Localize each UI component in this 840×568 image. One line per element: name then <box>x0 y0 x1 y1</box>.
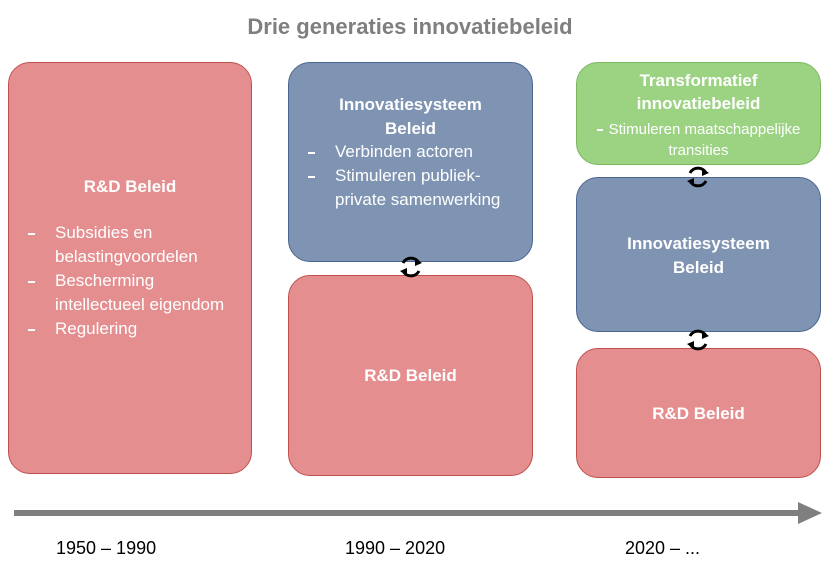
box-title: Innovatiesysteem Beleid <box>627 234 770 277</box>
item: Subsidies en belastingvoordelen <box>28 221 245 269</box>
dash <box>596 129 603 132</box>
cycle-icon <box>685 329 711 351</box>
box-subtitle: Stimuleren maatschappelijke transities <box>577 119 820 161</box>
rd-box: R&D Beleid <box>288 275 533 476</box>
item: Regulering <box>28 317 245 341</box>
box-title: R&D Beleid <box>83 177 177 196</box>
period-label: 1990 – 2020 <box>345 538 446 558</box>
period-label: 2020 – ... <box>625 538 701 558</box>
timeline-arrowhead <box>798 502 822 524</box>
item: Stimuleren publiek-private samenwerking <box>308 164 515 212</box>
item-text: Verbinden actoren <box>335 142 473 161</box>
cycle-icon <box>685 166 711 188</box>
item-list: Subsidies en belastingvoordelen Bescherm… <box>28 221 245 341</box>
innovation-system-box: Innovatiesysteem Beleid Verbinden actore… <box>288 62 533 262</box>
item-text: Stimuleren publiek-private samenwerking <box>335 166 501 209</box>
item-text: Regulering <box>55 319 138 338</box>
item-text: Bescherming intellectueel eigendom <box>55 271 225 314</box>
item: Verbinden actoren <box>308 140 515 164</box>
cycle-icon <box>398 256 424 278</box>
item: Bescherming intellectueel eigendom <box>28 269 245 317</box>
box-title: Innovatiesysteem Beleid <box>339 95 482 138</box>
transformative-box: Transformatief innovatiebeleid Stimulere… <box>576 62 821 165</box>
item-list: Verbinden actoren Stimuleren publiek-pri… <box>308 140 515 212</box>
rd-box: R&D Beleid <box>576 348 821 478</box>
box-title: Transformatief innovatiebeleid <box>636 71 761 113</box>
box-title: R&D Beleid <box>364 366 457 385</box>
box-title: R&D Beleid <box>652 404 745 423</box>
rd-box: R&D Beleid Subsidies en belastingvoordel… <box>8 62 252 474</box>
innovation-system-box: Innovatiesysteem Beleid <box>576 177 821 332</box>
item-text: Subsidies en belastingvoordelen <box>55 223 198 266</box>
period-label: 1950 – 1990 <box>56 538 157 558</box>
title: Drie generaties innovatiebeleid <box>247 14 573 39</box>
item-text: Stimuleren maatschappelijke transities <box>608 121 801 159</box>
